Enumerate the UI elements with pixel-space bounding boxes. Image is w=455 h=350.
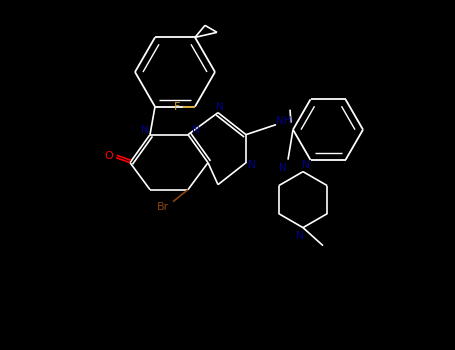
Text: N: N (279, 163, 287, 173)
Text: NH: NH (276, 116, 292, 126)
Text: F: F (174, 102, 180, 112)
Text: O: O (105, 150, 113, 161)
Text: N: N (141, 125, 149, 135)
Text: N: N (248, 160, 256, 170)
Text: N: N (216, 102, 224, 112)
Text: N: N (192, 125, 200, 135)
Text: N: N (302, 160, 310, 170)
Text: Br: Br (157, 202, 169, 212)
Text: N: N (296, 231, 304, 241)
